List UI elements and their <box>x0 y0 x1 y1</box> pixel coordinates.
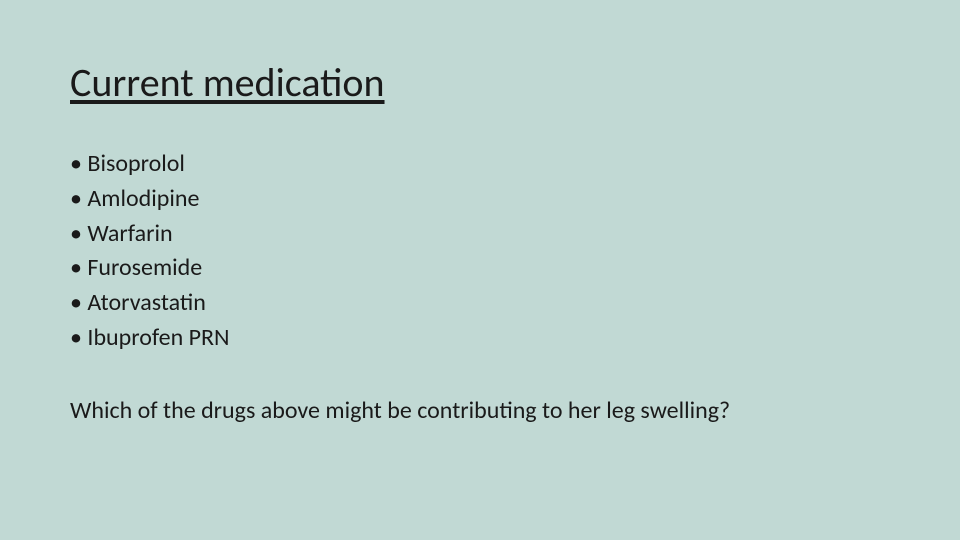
list-item: Furosemide <box>70 251 890 286</box>
slide: Current medication Bisoprolol Amlodipine… <box>0 0 960 540</box>
list-item: Amlodipine <box>70 182 890 217</box>
list-item: Atorvastatin <box>70 286 890 321</box>
list-item: Bisoprolol <box>70 147 890 182</box>
list-item: Warfarin <box>70 217 890 252</box>
list-item: Ibuprofen PRN <box>70 321 890 356</box>
medication-list: Bisoprolol Amlodipine Warfarin Furosemid… <box>70 147 890 356</box>
question-text: Which of the drugs above might be contri… <box>70 396 890 425</box>
slide-title: Current medication <box>70 58 890 107</box>
